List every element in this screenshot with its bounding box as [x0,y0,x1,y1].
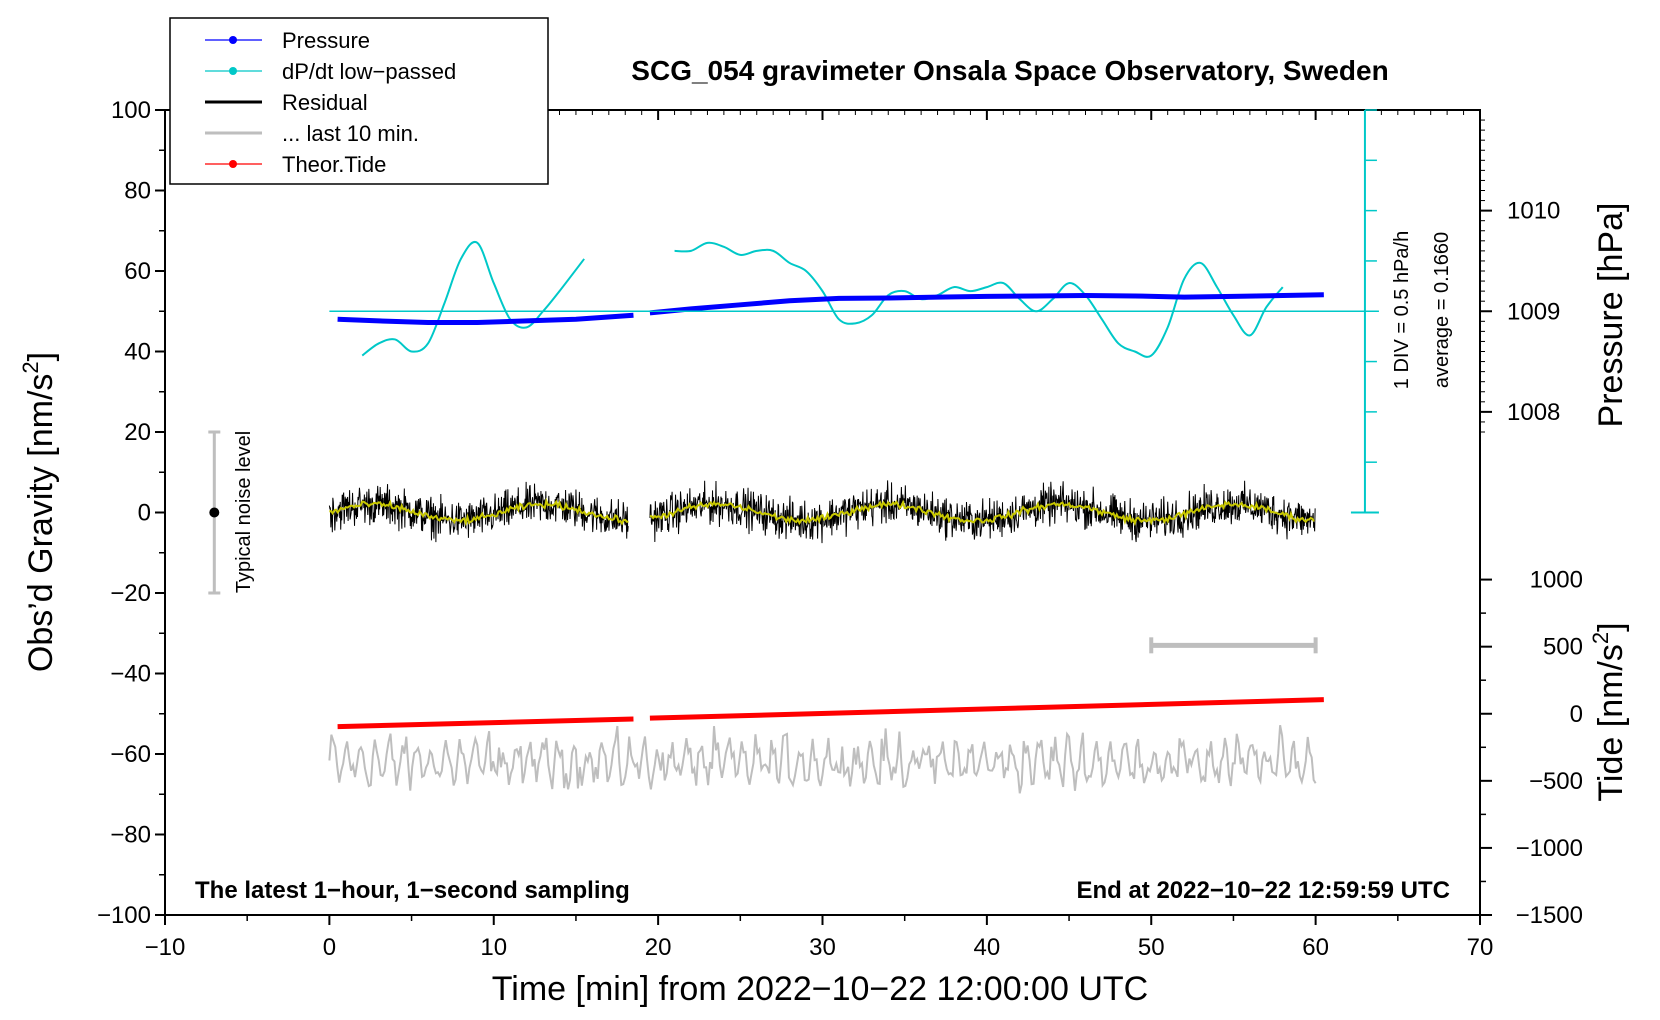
annotation-noise-label: Typical noise level [233,431,255,593]
legend-marker [229,160,237,168]
tide-tick-label: 0 [1570,701,1583,728]
plot-series [328,240,1324,794]
y-tick-label: −40 [110,661,151,688]
x-tick-label: 50 [1138,934,1165,961]
annotation-div-label: 1 DIV = 0.5 hPa/h [1391,231,1413,389]
y-tick-label: −20 [110,580,151,607]
tide-tick-label: 500 [1543,634,1583,661]
last10-trace [328,725,1317,794]
y-tick-label: 100 [111,97,151,124]
x-axis-label: Time [min] from 2022−10−22 12:00:00 UTC [492,970,1148,1008]
dpdt-trace [674,241,1284,358]
tide-tick-label: −1500 [1516,902,1583,929]
residual-smoothed-trace [329,497,629,527]
y-tick-label: −100 [97,902,151,929]
x-tick-label: −10 [145,934,186,961]
residual-trace [649,480,1316,544]
y-tick-label: 20 [124,419,151,446]
legend-label: Residual [282,90,368,115]
legend: Pressure dP/dt low−passed Residual ... last… [169,17,549,185]
legend-label: ... last 10 min. [282,121,419,146]
residual-trace [328,481,629,543]
x-tick-label: 10 [480,934,507,961]
x-tick-label: 0 [323,934,336,961]
x-tick-label: 60 [1302,934,1329,961]
y-axis-label-left: Obs’d Gravity [nm/s2] [18,352,60,672]
axis-ticks: −10 0 10 20 30 40 50 60 70−100−80−60−40−20020406… [97,97,1583,961]
dpdt-trace [361,240,585,357]
y-tick-label: 80 [124,178,151,205]
pressure-tick-label: 1009 [1507,298,1560,325]
legend-label: Theor.Tide [282,152,386,177]
y-left-label-text: Obs’d Gravity [nm/s [22,374,60,673]
tide-trace [337,716,634,730]
tide-label-sup: 2 [1588,632,1613,644]
x-tick-label: 70 [1467,934,1494,961]
chart-title: SCG_054 gravimeter Onsala Space Observat… [631,55,1388,86]
tide-trace [649,697,1324,721]
annotation-end-time: End at 2022−10−22 12:59:59 UTC [1076,877,1450,904]
pressure-tick-label: 1010 [1507,198,1560,225]
tide-label-end: ] [1592,622,1630,631]
y-tick-label: −60 [110,741,151,768]
pressure-trace [337,312,634,326]
x-tick-label: 30 [809,934,836,961]
plot-annotations [208,109,1379,654]
y-tick-label: 60 [124,258,151,285]
residual-smoothed-trace [649,499,1315,527]
y-tick-label: 0 [138,500,151,527]
tide-tick-label: 1000 [1530,567,1583,594]
y-tick-label: 40 [124,339,151,366]
pressure-tick-label: 1008 [1507,399,1560,426]
pressure-trace [649,292,1324,316]
y-left-label-end: ] [22,352,60,361]
legend-marker [229,36,237,44]
x-tick-label: 40 [974,934,1001,961]
annotation-sampling: The latest 1−hour, 1−second sampling [195,877,630,904]
noise-bar-center [209,507,220,518]
tide-tick-label: −500 [1529,768,1583,795]
tide-tick-label: −1000 [1516,835,1583,862]
legend-marker [229,67,237,75]
y-axis-label-tide: Tide [nm/s2] [1588,622,1630,801]
y-tick-label: −80 [110,822,151,849]
tide-label-text: Tide [nm/s [1592,644,1630,801]
annotation-average-label: average = 0.1660 [1431,232,1453,388]
y-left-label-sup: 2 [18,361,43,373]
legend-label: Pressure [282,28,370,53]
legend-label: dP/dt low−passed [282,59,456,84]
x-tick-label: 20 [645,934,672,961]
y-axis-label-pressure: Pressure [hPa] [1592,203,1630,428]
legend-items: Pressure dP/dt low−passed Residual ... last… [205,28,456,177]
